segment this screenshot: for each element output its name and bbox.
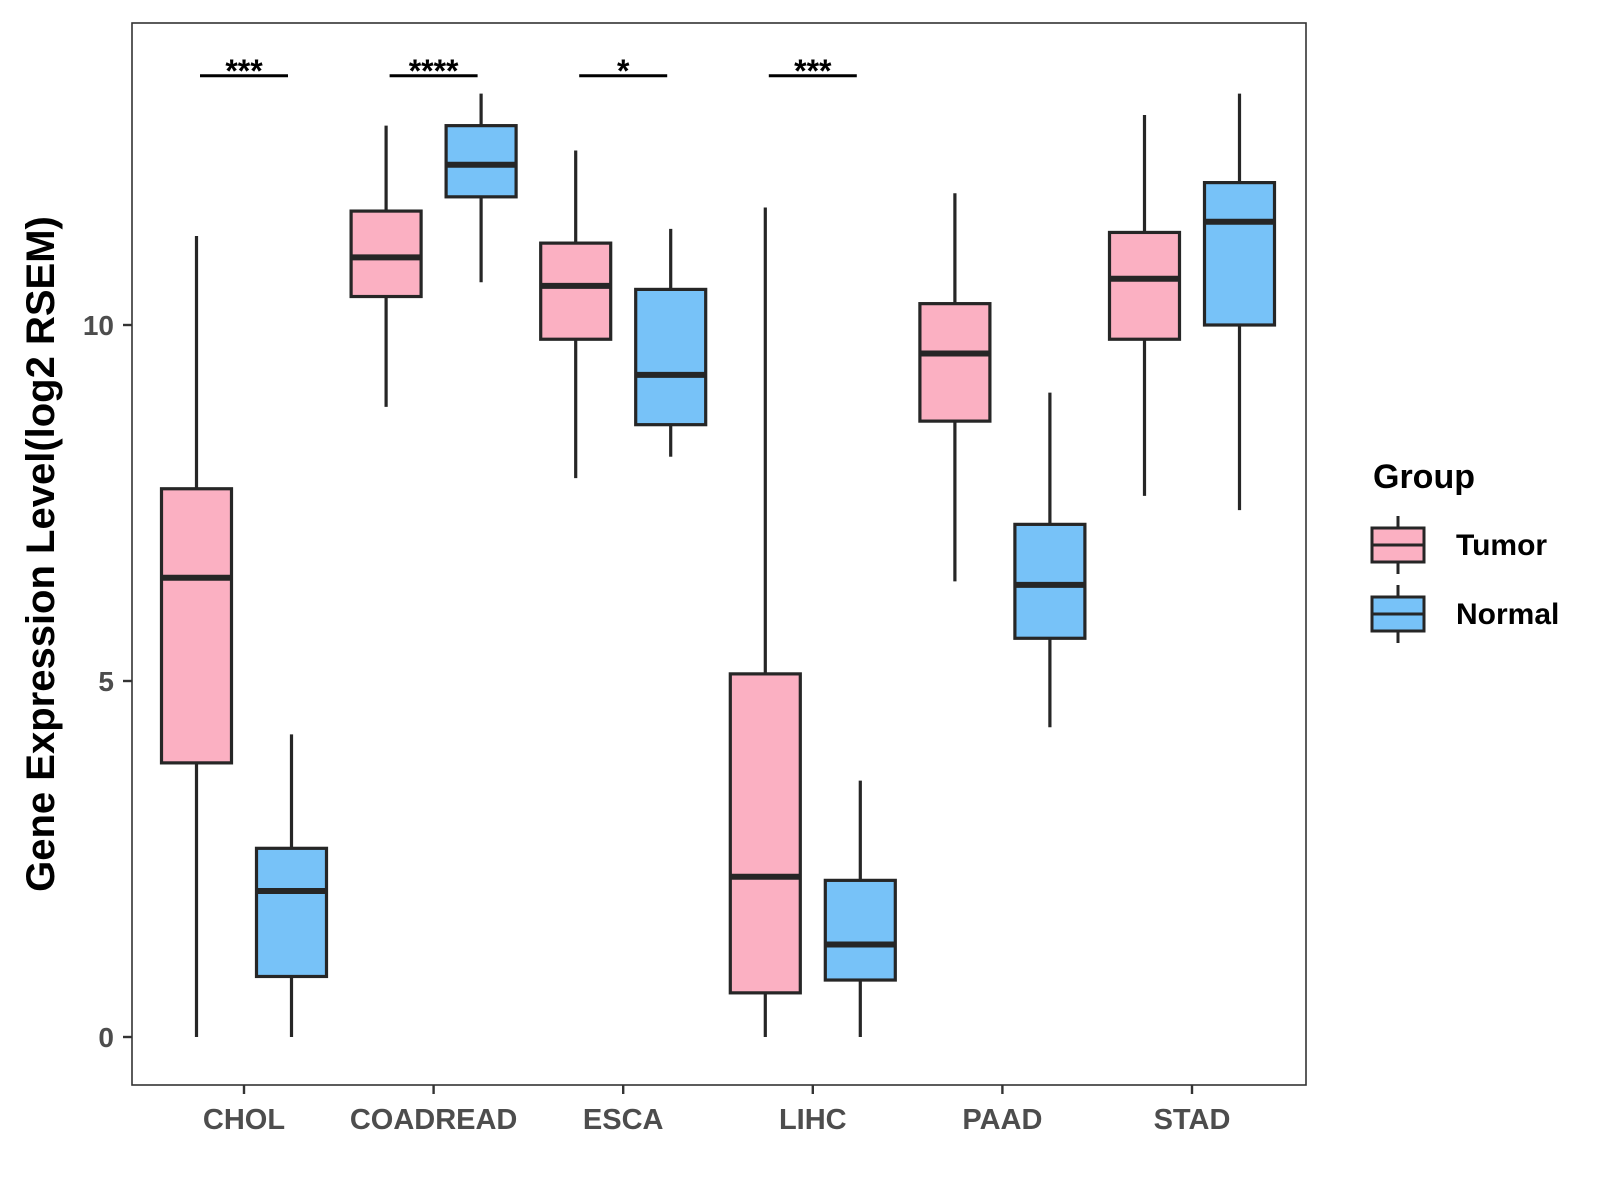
box-body [634,287,708,427]
box-normal-lihc [823,780,897,1037]
x-tick-label: STAD [1154,1104,1231,1136]
y-tick-label: 0 [98,1022,114,1053]
box-tumor-stad [1107,114,1182,496]
box-body [1107,230,1182,341]
box-tumor-lihc [728,207,802,1037]
box-normal-coadread [444,93,518,283]
box-body [1013,522,1087,640]
significance-label: *** [794,53,832,89]
y-axis-title: Gene Expression Level(log2 RSEM) [19,216,63,892]
y-axis: 0 5 10 [83,310,132,1053]
significance-label: *** [225,53,263,89]
x-axis: CHOL COADREAD ESCA LIHC PAAD STAD [203,1085,1230,1136]
x-tick-label: PAAD [962,1104,1042,1136]
y-tick-label: 10 [83,310,114,341]
box-normal-paad [1013,392,1087,728]
legend-label: Tumor [1456,529,1547,562]
plot-panel-border [131,22,1307,1086]
significance-label: **** [409,53,459,89]
legend-title: Group [1373,458,1475,496]
x-tick-label: ESCA [583,1104,664,1136]
box-body [159,487,234,765]
x-tick-label: COADREAD [350,1104,518,1136]
box-normal-chol [254,734,329,1037]
box-body [349,209,423,299]
box-normal-stad [1202,93,1277,511]
x-tick-label: CHOL [203,1104,285,1136]
box-body [918,302,992,423]
significance-label: * [617,53,630,89]
box-normal-esca [634,228,708,457]
box-body [823,878,897,982]
box-body [1202,181,1277,327]
box-body [254,846,329,979]
box-body [444,124,518,199]
y-tick-label: 5 [98,666,114,697]
box-series [159,93,1277,1037]
legend-item-tumor: Tumor [1370,516,1547,574]
x-tick-label: LIHC [779,1104,847,1136]
box-tumor-coadread [349,125,423,407]
box-body [539,241,613,341]
significance-annotations: *** **** * *** [200,53,857,89]
legend: Group Tumor Normal [1370,458,1559,643]
box-tumor-esca [539,150,613,479]
legend-item-normal: Normal [1370,585,1559,643]
box-body [728,672,802,995]
legend-label: Normal [1456,598,1559,631]
box-tumor-chol [159,236,234,1037]
box-tumor-paad [918,193,992,582]
